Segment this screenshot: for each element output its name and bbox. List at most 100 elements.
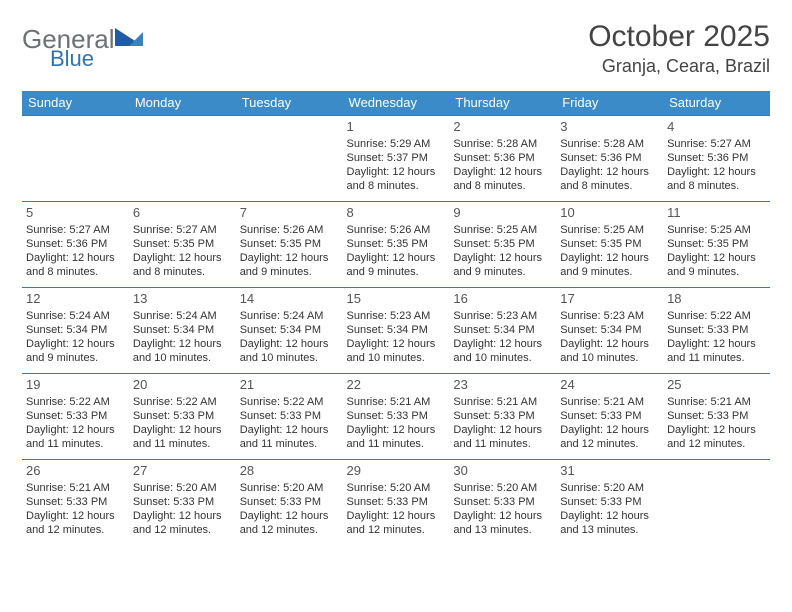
day-number: 20	[133, 377, 232, 394]
calendar-day-cell	[129, 116, 236, 202]
sunset-text: Sunset: 5:33 PM	[26, 409, 125, 423]
day-number: 14	[240, 291, 339, 308]
sunrise-text: Sunrise: 5:24 AM	[240, 309, 339, 323]
location-subtitle: Granja, Ceara, Brazil	[588, 56, 770, 77]
sunset-text: Sunset: 5:36 PM	[26, 237, 125, 251]
header: General Blue October 2025 Granja, Ceara,…	[22, 20, 770, 77]
day-number: 24	[560, 377, 659, 394]
sunset-text: Sunset: 5:33 PM	[133, 495, 232, 509]
weekday-header: Monday	[129, 91, 236, 116]
daylight-text: Daylight: 12 hours and 8 minutes.	[667, 165, 766, 193]
daylight-text: Daylight: 12 hours and 10 minutes.	[560, 337, 659, 365]
sunset-text: Sunset: 5:34 PM	[453, 323, 552, 337]
sunrise-text: Sunrise: 5:23 AM	[347, 309, 446, 323]
day-number: 10	[560, 205, 659, 222]
day-number: 5	[26, 205, 125, 222]
daylight-text: Daylight: 12 hours and 8 minutes.	[453, 165, 552, 193]
day-number: 4	[667, 119, 766, 136]
day-number: 28	[240, 463, 339, 480]
calendar-day-cell: 9Sunrise: 5:25 AMSunset: 5:35 PMDaylight…	[449, 202, 556, 288]
sunrise-text: Sunrise: 5:23 AM	[453, 309, 552, 323]
calendar-day-cell: 10Sunrise: 5:25 AMSunset: 5:35 PMDayligh…	[556, 202, 663, 288]
sunset-text: Sunset: 5:35 PM	[347, 237, 446, 251]
sunrise-text: Sunrise: 5:26 AM	[240, 223, 339, 237]
day-number: 21	[240, 377, 339, 394]
calendar-day-cell: 29Sunrise: 5:20 AMSunset: 5:33 PMDayligh…	[343, 460, 450, 546]
sunset-text: Sunset: 5:33 PM	[560, 409, 659, 423]
calendar-day-cell: 15Sunrise: 5:23 AMSunset: 5:34 PMDayligh…	[343, 288, 450, 374]
calendar-day-cell: 3Sunrise: 5:28 AMSunset: 5:36 PMDaylight…	[556, 116, 663, 202]
daylight-text: Daylight: 12 hours and 8 minutes.	[560, 165, 659, 193]
calendar-day-cell: 5Sunrise: 5:27 AMSunset: 5:36 PMDaylight…	[22, 202, 129, 288]
daylight-text: Daylight: 12 hours and 9 minutes.	[560, 251, 659, 279]
day-number: 1	[347, 119, 446, 136]
sunrise-text: Sunrise: 5:23 AM	[560, 309, 659, 323]
daylight-text: Daylight: 12 hours and 12 minutes.	[240, 509, 339, 537]
sunrise-text: Sunrise: 5:22 AM	[240, 395, 339, 409]
sunset-text: Sunset: 5:36 PM	[453, 151, 552, 165]
sunset-text: Sunset: 5:33 PM	[667, 409, 766, 423]
calendar-day-cell: 2Sunrise: 5:28 AMSunset: 5:36 PMDaylight…	[449, 116, 556, 202]
sunset-text: Sunset: 5:34 PM	[133, 323, 232, 337]
daylight-text: Daylight: 12 hours and 10 minutes.	[347, 337, 446, 365]
day-number: 6	[133, 205, 232, 222]
sunrise-text: Sunrise: 5:21 AM	[347, 395, 446, 409]
sunrise-text: Sunrise: 5:25 AM	[667, 223, 766, 237]
sunrise-text: Sunrise: 5:27 AM	[133, 223, 232, 237]
day-number: 15	[347, 291, 446, 308]
sunrise-text: Sunrise: 5:20 AM	[347, 481, 446, 495]
sunset-text: Sunset: 5:33 PM	[347, 495, 446, 509]
sunrise-text: Sunrise: 5:21 AM	[26, 481, 125, 495]
calendar-week-row: 1Sunrise: 5:29 AMSunset: 5:37 PMDaylight…	[22, 116, 770, 202]
sunrise-text: Sunrise: 5:21 AM	[453, 395, 552, 409]
daylight-text: Daylight: 12 hours and 9 minutes.	[453, 251, 552, 279]
sunset-text: Sunset: 5:35 PM	[133, 237, 232, 251]
sunset-text: Sunset: 5:33 PM	[240, 495, 339, 509]
sunset-text: Sunset: 5:35 PM	[560, 237, 659, 251]
sunset-text: Sunset: 5:33 PM	[560, 495, 659, 509]
sunrise-text: Sunrise: 5:20 AM	[560, 481, 659, 495]
day-number: 7	[240, 205, 339, 222]
sunrise-text: Sunrise: 5:27 AM	[26, 223, 125, 237]
day-number: 27	[133, 463, 232, 480]
daylight-text: Daylight: 12 hours and 11 minutes.	[26, 423, 125, 451]
day-number: 23	[453, 377, 552, 394]
calendar-header-row: Sunday Monday Tuesday Wednesday Thursday…	[22, 91, 770, 116]
calendar-day-cell: 11Sunrise: 5:25 AMSunset: 5:35 PMDayligh…	[663, 202, 770, 288]
sunset-text: Sunset: 5:36 PM	[667, 151, 766, 165]
daylight-text: Daylight: 12 hours and 9 minutes.	[667, 251, 766, 279]
sunset-text: Sunset: 5:34 PM	[240, 323, 339, 337]
sunset-text: Sunset: 5:35 PM	[453, 237, 552, 251]
calendar-day-cell	[22, 116, 129, 202]
day-number: 12	[26, 291, 125, 308]
daylight-text: Daylight: 12 hours and 12 minutes.	[560, 423, 659, 451]
calendar-day-cell	[663, 460, 770, 546]
daylight-text: Daylight: 12 hours and 9 minutes.	[240, 251, 339, 279]
daylight-text: Daylight: 12 hours and 10 minutes.	[133, 337, 232, 365]
sunset-text: Sunset: 5:33 PM	[453, 409, 552, 423]
logo-triangle-small-icon	[129, 32, 143, 46]
calendar-day-cell: 6Sunrise: 5:27 AMSunset: 5:35 PMDaylight…	[129, 202, 236, 288]
sunrise-text: Sunrise: 5:28 AM	[453, 137, 552, 151]
sunset-text: Sunset: 5:34 PM	[347, 323, 446, 337]
calendar-day-cell: 28Sunrise: 5:20 AMSunset: 5:33 PMDayligh…	[236, 460, 343, 546]
title-block: October 2025 Granja, Ceara, Brazil	[588, 20, 770, 77]
calendar-day-cell: 31Sunrise: 5:20 AMSunset: 5:33 PMDayligh…	[556, 460, 663, 546]
weekday-header: Sunday	[22, 91, 129, 116]
sunrise-text: Sunrise: 5:22 AM	[26, 395, 125, 409]
logo-text-block: General Blue	[22, 26, 115, 70]
weekday-header: Wednesday	[343, 91, 450, 116]
day-number: 11	[667, 205, 766, 222]
daylight-text: Daylight: 12 hours and 12 minutes.	[667, 423, 766, 451]
day-number: 19	[26, 377, 125, 394]
day-number: 22	[347, 377, 446, 394]
daylight-text: Daylight: 12 hours and 13 minutes.	[453, 509, 552, 537]
day-number: 31	[560, 463, 659, 480]
day-number: 30	[453, 463, 552, 480]
daylight-text: Daylight: 12 hours and 9 minutes.	[347, 251, 446, 279]
sunrise-text: Sunrise: 5:25 AM	[453, 223, 552, 237]
sunset-text: Sunset: 5:35 PM	[667, 237, 766, 251]
weekday-header: Saturday	[663, 91, 770, 116]
sunrise-text: Sunrise: 5:21 AM	[560, 395, 659, 409]
calendar-day-cell: 24Sunrise: 5:21 AMSunset: 5:33 PMDayligh…	[556, 374, 663, 460]
